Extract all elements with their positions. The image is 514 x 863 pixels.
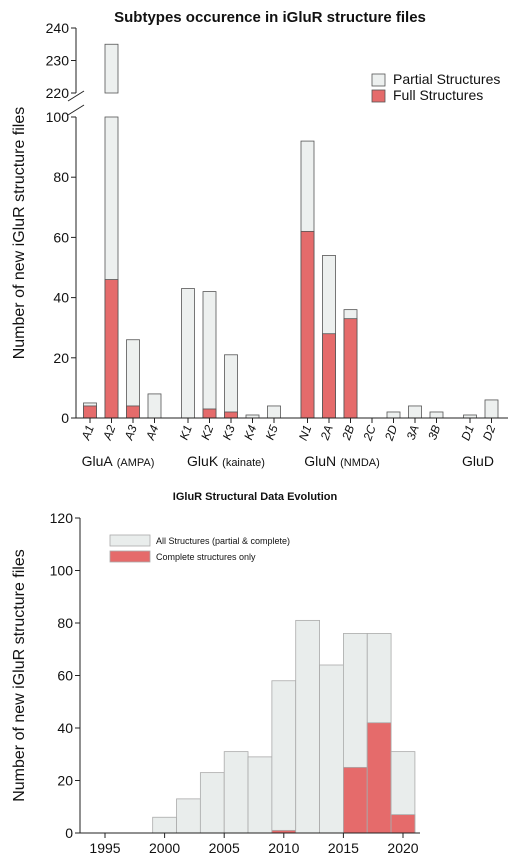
bar-all-2007 xyxy=(247,756,273,834)
x-tick-label-2A: 2A xyxy=(317,423,336,443)
legend-label: Full Structures xyxy=(393,87,483,103)
subtypes-chart: Subtypes occurence in iGluR structure fi… xyxy=(11,9,508,469)
bar-partial-A4 xyxy=(147,393,162,419)
bar-partial-K3 xyxy=(224,354,238,419)
x-tick-label-D2: D2 xyxy=(480,423,499,443)
bar-partial-D2 xyxy=(484,399,499,419)
group-subtitle: (NMDA) xyxy=(340,457,380,469)
bar-full-K2 xyxy=(202,408,217,419)
legend-swatch xyxy=(109,550,151,563)
bar-all-2009 xyxy=(271,680,297,834)
bar-all-2005 xyxy=(223,751,249,834)
x-tick-label-K2: K2 xyxy=(198,423,216,442)
bar-full-K3 xyxy=(224,411,238,419)
group-name: GluA xyxy=(82,453,114,469)
x-tick-label-N1: N1 xyxy=(296,423,314,442)
group-label-glun: GluN (NMDA) xyxy=(304,453,380,469)
y-tick-label: 40 xyxy=(53,290,69,306)
y-tick-label: 20 xyxy=(57,773,73,789)
bar-partial-K5 xyxy=(267,405,281,419)
group-name: GluD xyxy=(462,453,494,469)
axis-break-gap xyxy=(68,96,128,112)
evolution-chart: IGluR Structural Data Evolution Number of… xyxy=(11,491,420,856)
legend-swatch xyxy=(371,73,386,87)
bar-partial-K2 xyxy=(202,291,217,419)
group-name: GluN xyxy=(304,453,336,469)
bar-complete-2015 xyxy=(342,766,368,834)
bar-partial-upper-A2 xyxy=(104,43,119,94)
axis-break-mark xyxy=(67,90,85,102)
bar-all-1999 xyxy=(152,816,177,834)
x-tick-label-K3: K3 xyxy=(220,423,238,442)
y-tick-label: 240 xyxy=(46,20,70,36)
bar-all-2003 xyxy=(199,772,225,834)
x-tick-label-D1: D1 xyxy=(458,423,476,442)
x-tick-label-A4: A4 xyxy=(143,423,162,443)
bar-all-2013 xyxy=(319,664,344,834)
chart-title: IGluR Structural Data Evolution xyxy=(173,491,338,503)
bar-full-A3 xyxy=(126,405,140,419)
bar-all-2011 xyxy=(295,619,320,834)
bar-full-A2 xyxy=(104,279,119,419)
y-tick-label: 80 xyxy=(57,615,73,631)
y-tick-label: 40 xyxy=(57,720,73,736)
group-label-gluk: GluK (kainate) xyxy=(187,453,265,469)
bar-full-2B xyxy=(343,318,358,419)
group-subtitle: (AMPA) xyxy=(117,457,155,469)
bar-partial-2D xyxy=(386,411,401,419)
legend-label: All Structures (partial & complete) xyxy=(156,536,290,546)
y-axis-label: Number of new iGluR structure files xyxy=(11,107,28,360)
legend-swatch xyxy=(371,89,386,103)
chart-title: Subtypes occurence in iGluR structure fi… xyxy=(114,9,426,26)
y-tick-label: 100 xyxy=(50,563,74,579)
y-tick-label: 230 xyxy=(46,53,70,69)
bar-full-N1 xyxy=(300,230,315,419)
group-label-glud: GluD xyxy=(462,453,494,469)
legend-label: Partial Structures xyxy=(393,71,500,87)
y-tick-label: 0 xyxy=(61,410,69,426)
bar-partial-3A xyxy=(408,405,422,419)
x-tick-label: 2010 xyxy=(268,840,299,856)
bar-complete-2017 xyxy=(366,722,392,834)
x-tick-label: 2015 xyxy=(328,840,359,856)
y-tick-label: 220 xyxy=(46,85,70,101)
y-tick-label: 80 xyxy=(53,169,69,185)
bar-full-2A xyxy=(322,333,336,419)
x-tick-label: 2020 xyxy=(387,840,418,856)
y-tick-label: 60 xyxy=(57,668,73,684)
x-tick-label: 2000 xyxy=(149,840,180,856)
x-tick-label-3B: 3B xyxy=(425,423,443,442)
y-tick-label: 0 xyxy=(65,825,73,841)
x-tick-label-2D: 2D xyxy=(382,423,401,443)
x-tick-label-A2: A2 xyxy=(100,423,119,443)
bar-partial-K1 xyxy=(181,288,195,419)
bar-partial-3B xyxy=(429,411,444,419)
x-tick-label-3A: 3A xyxy=(404,423,422,442)
x-tick-label-K1: K1 xyxy=(177,423,195,442)
x-tick-label: 1995 xyxy=(89,840,120,856)
x-tick-label-2C: 2C xyxy=(360,423,379,443)
legend-label: Complete structures only xyxy=(156,552,256,562)
group-label-glua: GluA (AMPA) xyxy=(82,453,155,469)
x-tick-label-2B: 2B xyxy=(339,423,358,443)
group-name: GluK xyxy=(187,453,219,469)
bar-all-2001 xyxy=(176,798,201,834)
bar-complete-2019 xyxy=(390,814,416,834)
x-tick-label: 2005 xyxy=(209,840,240,856)
x-tick-label-A3: A3 xyxy=(121,423,140,443)
y-tick-label: 20 xyxy=(53,350,69,366)
legend-swatch xyxy=(109,534,151,547)
x-tick-label-A1: A1 xyxy=(78,423,97,443)
y-tick-label: 100 xyxy=(46,109,70,125)
x-tick-label-K5: K5 xyxy=(263,423,281,442)
bar-full-A1 xyxy=(83,405,97,419)
y-axis-label: Number of new iGluR structure files xyxy=(11,549,28,802)
y-tick-label: 120 xyxy=(50,510,74,526)
y-tick-label: 60 xyxy=(53,229,69,245)
group-subtitle: (kainate) xyxy=(222,457,265,469)
axis-break-mark xyxy=(67,104,85,116)
x-tick-label-K4: K4 xyxy=(241,423,259,442)
